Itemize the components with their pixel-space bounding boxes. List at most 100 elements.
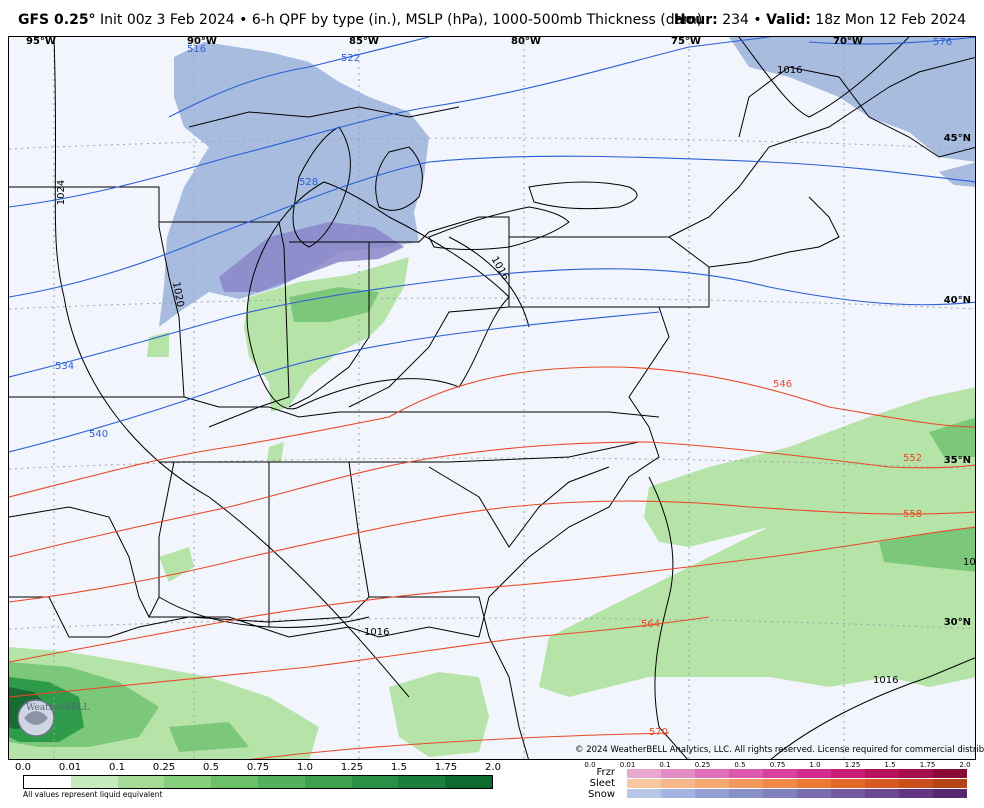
warm-thickness-contours [9, 366, 975, 759]
sleet-color-swatch [661, 779, 695, 788]
rain-colorbar [23, 775, 493, 789]
frzr-color-swatch [661, 769, 695, 778]
sleet-color-swatch [797, 779, 831, 788]
rain-color-swatch [211, 776, 258, 788]
rain-tick-label: 1.5 [391, 762, 407, 773]
forecast-map[interactable]: 95°W 90°W 85°W 80°W 75°W 70°W 45°N 40°N … [8, 36, 976, 760]
ptype-tick-label: 0.01 [619, 761, 636, 769]
lat-label: 30°N [943, 617, 971, 628]
isobar-label: 1016 [364, 627, 390, 638]
snow-color-swatch [831, 789, 865, 798]
frzr-color-swatch [899, 769, 933, 778]
valid-time: Hour: 234 • Valid: 18z Mon 12 Feb 2024 [673, 12, 966, 28]
copyright-notice: © 2024 WeatherBELL Analytics, LLC. All r… [575, 745, 984, 755]
isobar-label: 1016 [873, 675, 899, 686]
lon-label: 70°W [833, 36, 863, 47]
weatherbell-logo: WeatherBELL [14, 694, 124, 742]
thickness-label: 564 [641, 619, 661, 630]
header: GFS 0.25° Init 00z 3 Feb 2024 • 6-h QPF … [0, 0, 984, 36]
isobar-label: 1016 [777, 65, 803, 76]
rain-tick-label: 0.1 [109, 762, 125, 773]
thickness-label: 576 [933, 37, 953, 48]
ptype-tick-label: 1.5 [884, 761, 896, 769]
valid-value: 18z Mon 12 Feb 2024 [815, 12, 966, 28]
rain-tick-label: 2.0 [485, 762, 501, 773]
sleet-color-swatch [627, 779, 661, 788]
rain-tick-label: 0.25 [152, 762, 176, 773]
hour-value: 234 [722, 12, 749, 28]
thickness-label: 522 [341, 53, 361, 64]
rain-color-swatch [164, 776, 212, 788]
sleet-color-swatch [729, 779, 763, 788]
ptype-tick-label: 0.5 [734, 761, 746, 769]
sleet-label: Sleet [589, 778, 615, 789]
rain-color-swatch [24, 776, 71, 788]
lat-label: 35°N [943, 455, 971, 466]
frzr-color-swatch [763, 769, 797, 778]
ptype-tick-label: 0.25 [694, 761, 711, 769]
rain-tick-label: 0.0 [15, 762, 31, 773]
sleet-color-swatch [933, 779, 967, 788]
thickness-label: 546 [773, 379, 793, 390]
rain-color-swatch [304, 776, 352, 788]
rain-tick-label: 0.01 [58, 762, 82, 773]
frzr-colorbar [627, 769, 967, 778]
frzr-color-swatch [695, 769, 729, 778]
lon-label: 90°W [187, 36, 217, 47]
thickness-label: 516 [187, 44, 207, 55]
sleet-color-swatch [831, 779, 865, 788]
rain-color-swatch [445, 776, 492, 788]
model-name: GFS 0.25° [18, 12, 96, 28]
geographic-boundaries [9, 57, 975, 759]
snow-shading [159, 37, 975, 327]
rain-tick-label: 1.75 [434, 762, 458, 773]
snow-color-swatch [627, 789, 661, 798]
rain-tick-label: 0.5 [203, 762, 219, 773]
ptype-tick-label: 1.0 [809, 761, 821, 769]
lon-label: 85°W [349, 36, 379, 47]
snow-colorbar [627, 789, 967, 798]
ptype-tick-label: 0.1 [659, 761, 671, 769]
sleet-color-swatch [763, 779, 797, 788]
rain-color-swatch [351, 776, 399, 788]
sleet-color-swatch [865, 779, 899, 788]
ptype-tick-label: 1.75 [919, 761, 936, 769]
lon-label: 75°W [671, 36, 701, 47]
init-description: Init 00z 3 Feb 2024 • 6-h QPF by type (i… [100, 12, 703, 28]
frzr-color-swatch [831, 769, 865, 778]
ptype-tick-label: 1.25 [844, 761, 861, 769]
snow-label: Snow [588, 789, 615, 800]
valid-label: Valid: [766, 12, 811, 28]
ptype-tick-label: 2.0 [959, 761, 971, 769]
thickness-label: 534 [55, 361, 75, 372]
snow-color-swatch [729, 789, 763, 798]
cold-thickness-contours [9, 37, 975, 453]
lon-label: 80°W [511, 36, 541, 47]
snow-color-swatch [865, 789, 899, 798]
ptype-tick-label: 0.75 [769, 761, 786, 769]
isobars [53, 37, 975, 759]
frzr-label: Frzr [596, 767, 616, 778]
sleet-colorbar [627, 779, 967, 788]
snow-color-swatch [933, 789, 967, 798]
logo-text: WeatherBELL [26, 703, 89, 713]
thickness-label: 570 [649, 727, 669, 738]
isobar-label: 1024 [56, 179, 68, 206]
graticule [9, 37, 975, 759]
rain-color-swatch [70, 776, 118, 788]
frzr-color-swatch [729, 769, 763, 778]
snow-color-swatch [797, 789, 831, 798]
sleet-color-swatch [899, 779, 933, 788]
rain-tick-label: 0.75 [246, 762, 270, 773]
frzr-color-swatch [627, 769, 661, 778]
thickness-label: 558 [903, 509, 923, 520]
heavy-snow-shading [219, 222, 404, 292]
lat-label: 45°N [943, 133, 971, 144]
snow-color-swatch [763, 789, 797, 798]
ptype-tick-label: 0.0 [584, 761, 596, 769]
rain-tick-label: 1.0 [297, 762, 313, 773]
rain-color-swatch [398, 776, 446, 788]
snow-color-swatch [695, 789, 729, 798]
map-canvas [9, 37, 975, 759]
hour-label: Hour: [673, 12, 718, 28]
